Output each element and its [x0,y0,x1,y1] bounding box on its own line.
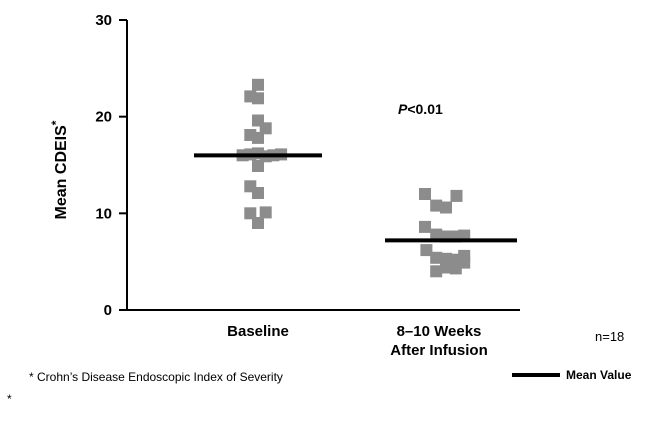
category-label-after-infusion-line-2: After Infusion [390,342,488,359]
data-point [244,90,257,103]
sample-size-note: n=18 [595,329,624,344]
data-point [430,251,443,264]
data-point [440,252,452,265]
data-point [244,129,257,141]
data-point [430,265,443,278]
data-point [450,189,463,202]
data-point [440,261,452,274]
category-label-after-infusion: 8–10 Weeks After Infusion [390,323,488,359]
data-point [252,78,264,91]
data-point [440,201,452,214]
data-point [430,228,443,241]
category-label-baseline-line-1: Baseline [227,323,289,340]
data-point [419,188,431,200]
p-value-annotation: P<0.01 [398,101,443,117]
mean-lines [194,153,517,243]
y-tick-label: 10 [95,205,112,222]
category-label-after-infusion-line-1: 8–10 Weeks [397,323,482,340]
legend-label: Mean Value [566,368,632,382]
footnote-text: * Crohn’s Disease Endoscopic Index of Se… [29,370,283,384]
y-tick-label: 20 [95,109,112,126]
y-tick-label: 30 [95,12,112,29]
y-axis-title: Mean CDEIS* [49,120,70,219]
category-label-baseline: Baseline [227,323,289,340]
data-point [458,256,471,269]
data-point [252,217,264,229]
data-point [259,122,272,135]
data-point [252,160,264,172]
data-point [244,180,257,193]
data-point [244,207,257,220]
data-point [420,244,433,257]
data-point [252,131,264,144]
data-point [430,199,443,212]
data-point [252,92,264,105]
data-point [419,220,431,233]
y-ticks: 0 10 20 30 [95,12,127,319]
data-point [259,206,272,219]
footnote-marker: * [7,392,12,406]
y-tick-label: 0 [104,302,112,319]
legend: Mean Value [512,368,632,382]
data-point [252,187,264,199]
